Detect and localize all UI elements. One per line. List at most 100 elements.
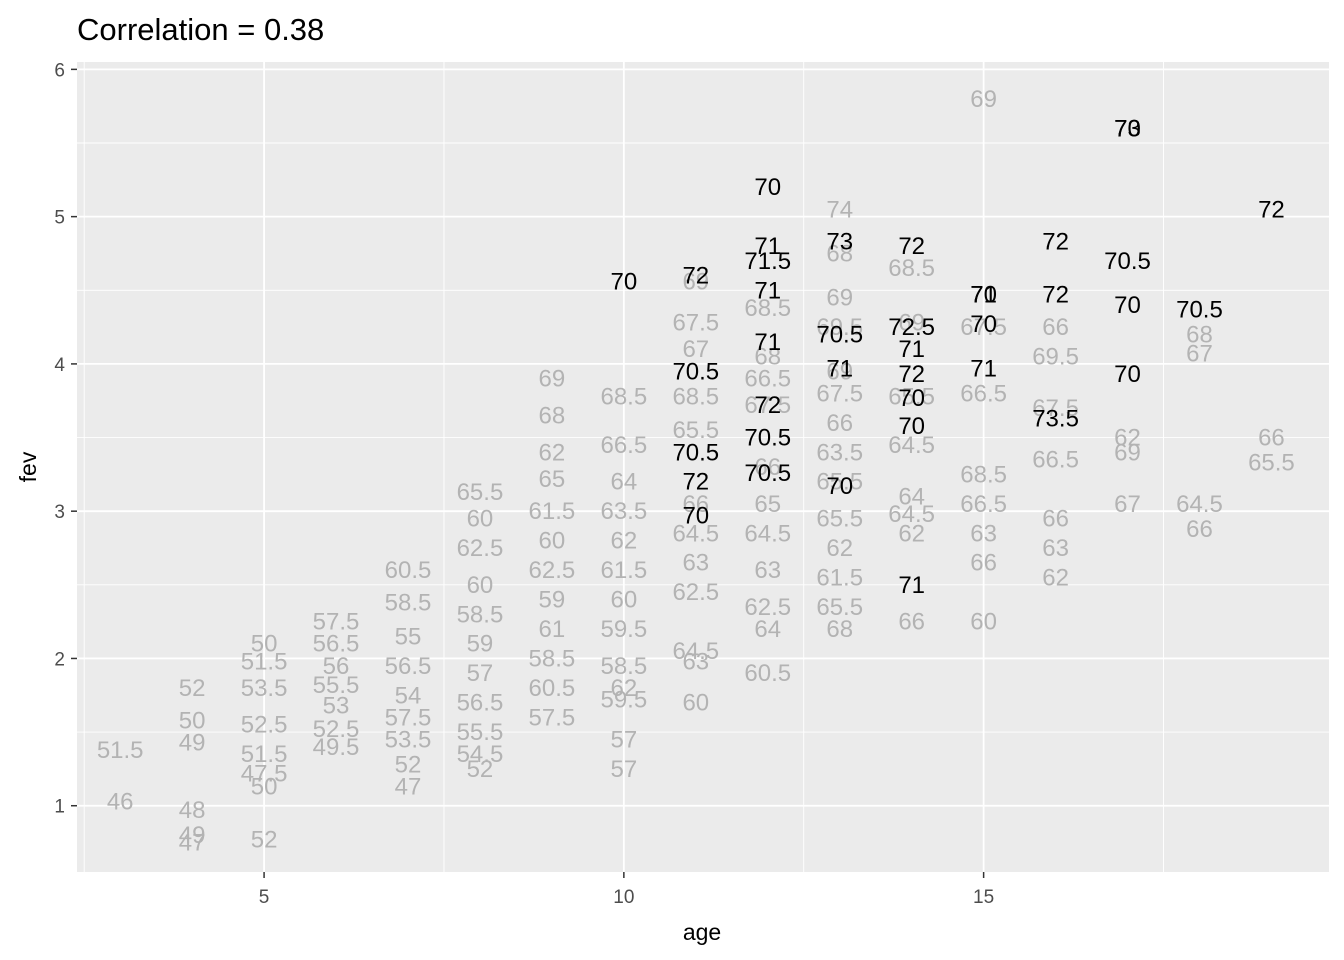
data-point-label: 65 [539,466,566,493]
data-point-label-highlight: 71 [826,355,853,382]
data-point-label: 52 [395,751,422,778]
data-point-label-highlight: 71 [898,336,925,363]
data-point-label-highlight: 72 [1042,229,1069,256]
data-point-label: 62 [610,675,637,702]
data-point-label: 63 [970,520,997,547]
data-point-label: 55.5 [457,719,504,746]
y-axis: 1 2 3 4 5 6 [54,60,77,818]
data-point-label-highlight: 70.5 [1104,248,1151,275]
data-point-label-highlight: 70 [1114,292,1141,319]
data-point-label: 59.5 [600,687,647,714]
data-point-label: 67.5 [672,310,719,337]
data-point-label: 64 [610,469,637,496]
data-point-label: 52.5 [313,716,360,743]
data-point-label: 65.5 [816,594,863,621]
data-point-label: 62 [1042,564,1069,591]
data-point-label: 56 [323,653,350,680]
data-point-label-highlight: 70 [1114,361,1141,388]
data-point-label: 64.5 [672,638,719,665]
data-point-label: 53.5 [385,726,432,753]
data-point-label: 69 [826,358,853,385]
data-point-label: 69 [539,366,566,393]
data-point-label: 68.5 [888,255,935,282]
data-point-label: 61.5 [529,498,576,525]
data-point-label: 64.5 [888,432,935,459]
data-point-label: 69.5 [816,314,863,341]
plot-panel [77,62,1329,872]
data-point-label: 52 [251,827,278,854]
data-point-label: 53 [323,693,350,720]
data-point-label: 68 [539,402,566,429]
data-point-label: 62 [898,520,925,547]
data-point-label: 66 [1042,314,1069,341]
data-point-label: 68 [826,240,853,267]
data-point-label-highlight: 70 [682,503,709,530]
y-tick-label: 5 [54,208,65,229]
data-point-label: 57 [467,660,494,687]
data-point-label: 66 [970,550,997,577]
data-point-label: 50 [179,707,206,734]
data-point-label-highlight: 71 [754,233,781,260]
data-point-label: 46 [107,788,134,815]
data-point-label: 49 [179,822,206,849]
data-point-label: 51.5 [97,737,144,764]
data-point-label: 58.5 [385,589,432,616]
x-tick-label: 5 [259,887,270,908]
data-point-label: 48 [179,797,206,824]
data-point-label-highlight: 71 [898,572,925,599]
data-point-label: 67 [682,336,709,363]
data-point-label: 60 [539,528,566,555]
data-point-label-highlight: 70.5 [816,321,863,348]
y-tick-label: 2 [54,649,65,670]
data-point-label: 66 [1042,506,1069,533]
data-point-label-highlight: 72 [1042,282,1069,309]
data-point-label-highlight: 70.5 [672,439,719,466]
data-point-label: 68.5 [672,383,719,410]
data-point-label: 53.5 [241,675,288,702]
data-point-label: 68 [1186,321,1213,348]
data-point-label-highlight: 70 [970,311,997,338]
data-point-label: 52.5 [241,712,288,739]
data-point-label: 66 [898,609,925,636]
data-point-label: 63.5 [816,439,863,466]
data-point-label: 56.5 [313,631,360,658]
data-point-label: 58.5 [457,601,504,628]
data-point-label-highlight: 72.5 [888,314,935,341]
data-point-label-highlight: 72 [754,392,781,419]
data-point-label: 60 [682,690,709,717]
data-point-label: 54 [395,682,422,709]
data-point-label: 68.5 [960,461,1007,488]
data-point-label: 67.5 [744,392,791,419]
data-point-label-highlight: 70.5 [672,358,719,385]
data-point-label: 51.5 [241,741,288,768]
data-point-label: 47.5 [241,760,288,787]
data-point-label: 59 [467,631,494,658]
grid-major [77,62,1329,872]
data-point-label: 64.5 [888,501,935,528]
data-point-label: 63 [754,557,781,584]
data-point-label: 49 [179,729,206,756]
data-point-label-highlight: 70 [754,174,781,201]
data-point-label-highlight: 70.5 [1176,296,1223,323]
data-point-label: 60.5 [744,660,791,687]
data-point-label-highlight: 72 [682,469,709,496]
data-point-label: 68 [754,344,781,371]
data-point-label-highlight: 71 [754,277,781,304]
data-point-label: 74 [826,196,853,223]
data-point-label: 60 [467,572,494,599]
data-point-label: 65.5 [888,383,935,410]
data-point-label: 63 [682,648,709,675]
data-point-label: 59.5 [600,616,647,643]
data-point-label: 58.5 [529,645,576,672]
data-point-label: 66.5 [960,380,1007,407]
data-point-label: 50 [251,631,278,658]
data-point-label-highlight: 70.5 [744,460,791,487]
data-point-label: 69 [682,268,709,295]
data-point-label: 52 [467,756,494,783]
data-point-label: 67.5 [816,380,863,407]
data-point-label: 69 [898,310,925,337]
data-point-label: 66 [826,410,853,437]
data-point-label: 67 [1186,341,1213,368]
y-tick-label: 3 [54,502,65,523]
